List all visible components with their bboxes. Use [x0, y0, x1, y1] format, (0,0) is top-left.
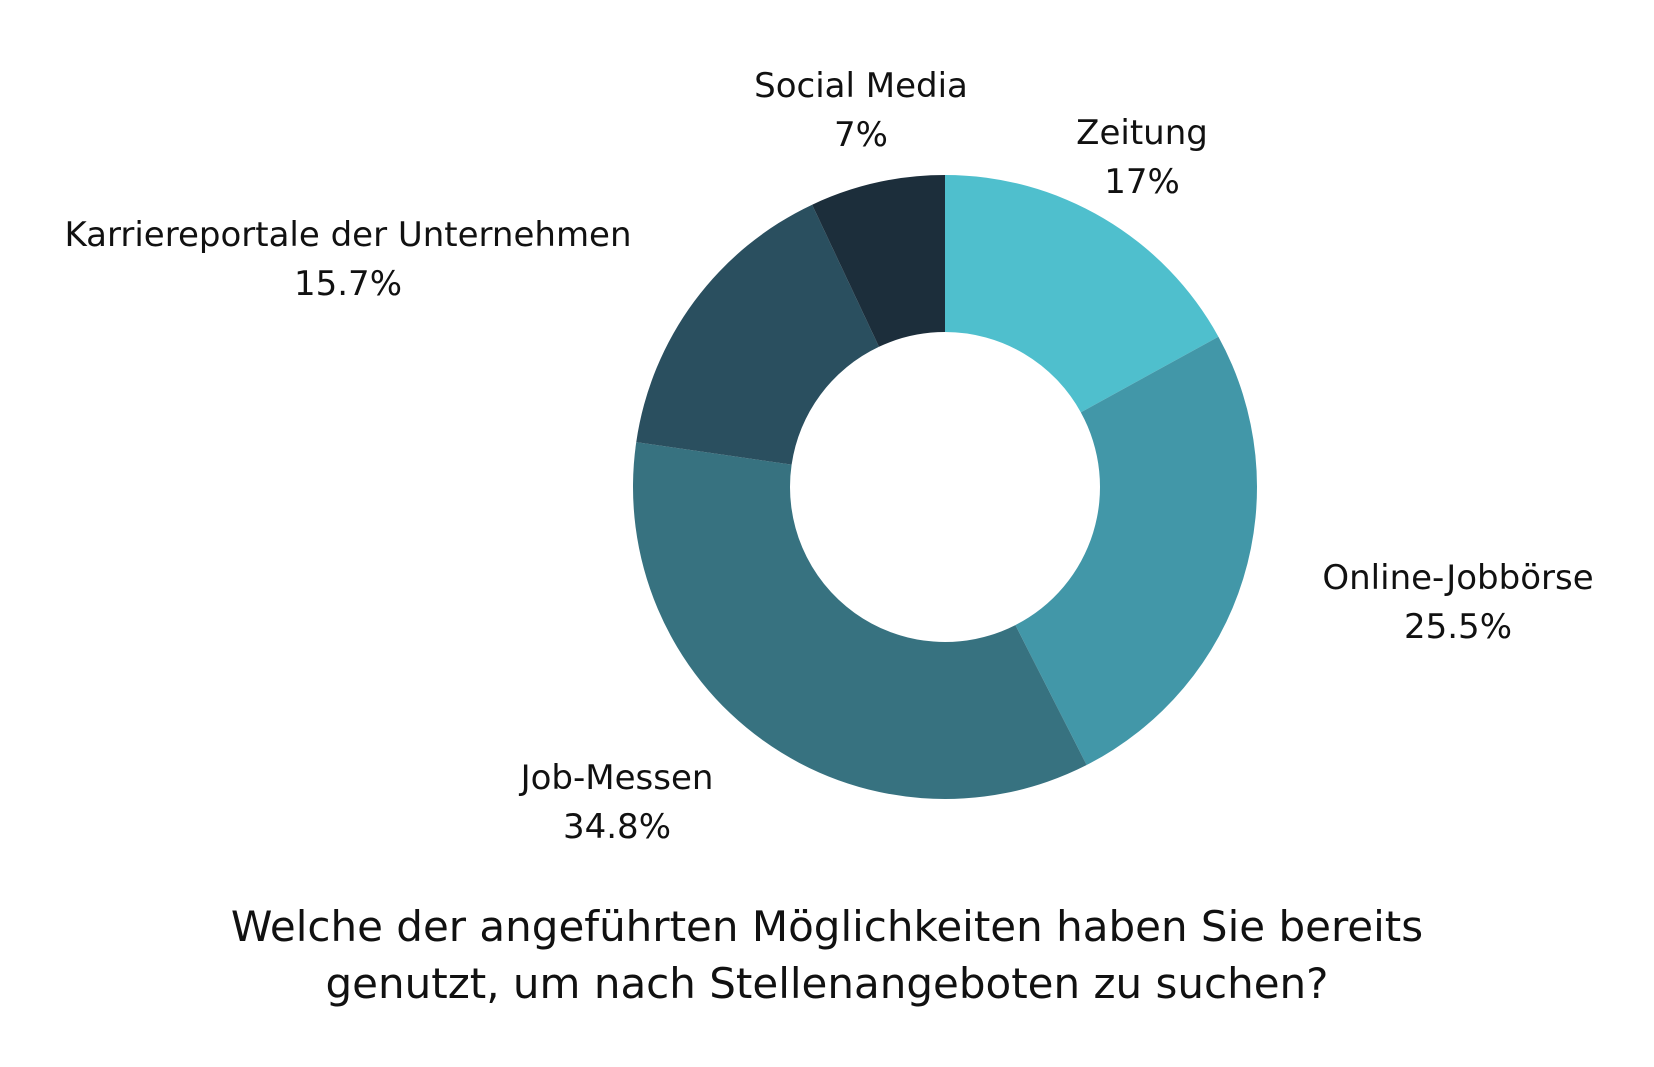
slice-value-online-jobb-rse: 25.5%: [1404, 607, 1512, 647]
slice-online-jobb-rse: [1015, 336, 1257, 765]
slice-value-social-media: 7%: [834, 115, 888, 155]
slice-job-messen: [633, 442, 1087, 799]
slice-label-karriereportale-der-unternehmen: Karriereportale der Unternehmen: [64, 215, 631, 255]
slice-value-zeitung: 17%: [1104, 162, 1180, 202]
slice-label-social-media: Social Media: [754, 66, 968, 106]
slice-karriereportale-der-unternehmen: [636, 204, 880, 465]
slice-value-karriereportale-der-unternehmen: 15.7%: [294, 264, 402, 304]
slice-social-media: [812, 175, 945, 347]
slice-value-job-messen: 34.8%: [563, 807, 671, 847]
chart-title-line-2: genutzt, um nach Stellenangeboten zu suc…: [325, 959, 1329, 1008]
slice-label-zeitung: Zeitung: [1076, 113, 1208, 153]
slice-zeitung: [945, 175, 1219, 413]
donut-slices: [633, 175, 1257, 799]
chart-title-line-1: Welche der angeführten Möglichkeiten hab…: [230, 902, 1424, 951]
slice-labels: Zeitung 17% Online-Jobbörse 25.5% Job-Messen…: [64, 66, 1593, 847]
slice-label-online-jobb-rse: Online-Jobbörse: [1322, 558, 1593, 598]
slice-label-job-messen: Job-Messen: [519, 758, 714, 798]
chart-title: Welche der angeführten Möglichkeiten hab…: [177, 898, 1477, 1012]
